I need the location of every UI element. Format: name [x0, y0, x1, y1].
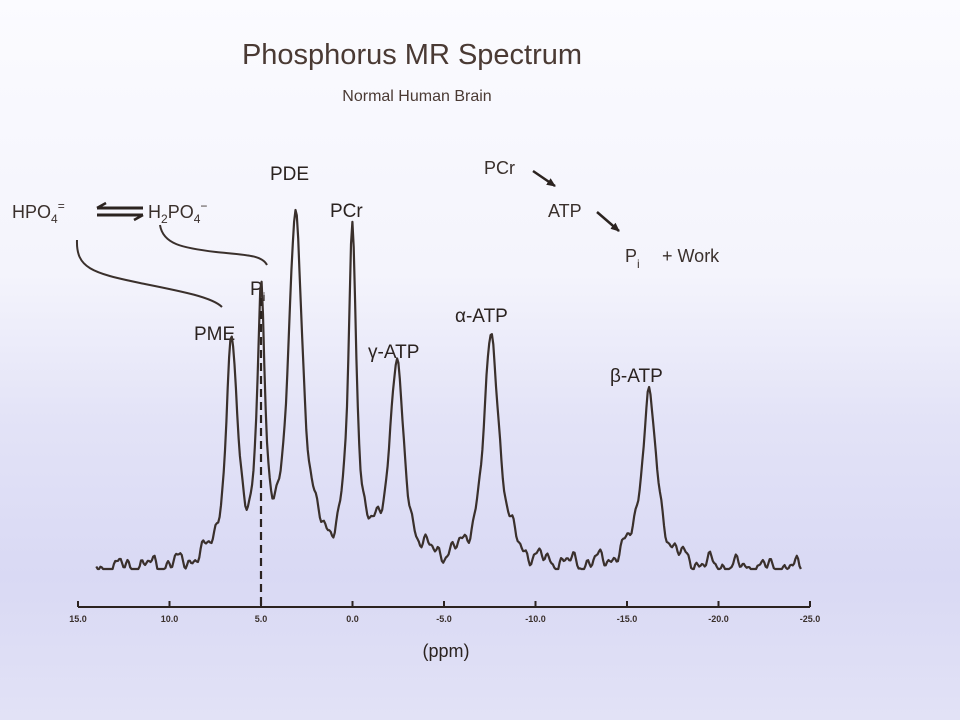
peak-label-pcr: PCr [330, 201, 363, 222]
x-tick-label: -20.0 [708, 614, 729, 624]
equilibrium-arrows-icon [96, 201, 144, 222]
x-axis-label: (ppm) [422, 641, 469, 661]
x-tick-label: -25.0 [800, 614, 821, 624]
reaction-atp-label: ATP [548, 201, 582, 221]
hpo4-subscript: 4 [51, 212, 58, 226]
h2po4-subscript-po: 4 [194, 212, 201, 226]
peak-label-pme: PME [194, 324, 235, 345]
chart-title: Phosphorus MR Spectrum [242, 39, 582, 71]
peak-label-gamma-atp: γ-ATP [368, 342, 419, 363]
reaction-pi-label: Pi [625, 246, 640, 271]
reaction-arrow-1 [532, 169, 556, 188]
energy-reaction: PCr ATP Pi + Work [484, 158, 720, 271]
x-tick-label: -15.0 [617, 614, 638, 624]
reaction-arrow-2 [596, 211, 620, 232]
reaction-work-label: + Work [662, 246, 720, 266]
peak-label-beta-atp: β-ATP [610, 366, 663, 387]
peak-label-pde: PDE [270, 164, 309, 185]
reaction-pi-subscript: i [637, 257, 640, 271]
reaction-pcr-label: PCr [484, 158, 515, 178]
peak-label-pi-subscript: i [263, 290, 266, 304]
chart-subtitle: Normal Human Brain [342, 88, 491, 105]
h2po4-h: H [148, 202, 161, 222]
x-tick-label: 0.0 [346, 614, 359, 624]
x-tick-label: -5.0 [436, 614, 452, 624]
x-axis-ticks: 15.0 10.0 5.0 0.0 -5.0 -10.0 -15.0 -20.0 -25.0 [69, 601, 820, 624]
hpo4-connector-line [75, 239, 223, 308]
hpo4-charge: = [58, 199, 65, 213]
reaction-pi-main: P [625, 246, 637, 266]
x-tick-label: 15.0 [69, 614, 87, 624]
x-tick-label: 10.0 [161, 614, 179, 624]
x-tick-label: -10.0 [525, 614, 546, 624]
h2po4-connector-line [159, 224, 268, 266]
h2po4-charge: − [200, 199, 207, 213]
phosphate-equilibrium: HPO4= H2PO4− [12, 199, 268, 308]
peak-label-alpha-atp: α-ATP [455, 306, 508, 327]
spectrum-trace [95, 208, 802, 571]
h2po4-po: PO [168, 202, 194, 222]
hpo4-main: HPO [12, 202, 51, 222]
h2po4-subscript-h: 2 [161, 212, 168, 226]
h2po4-label: H2PO4− [148, 199, 207, 226]
hpo4-label: HPO4= [12, 199, 65, 226]
x-tick-label: 5.0 [255, 614, 268, 624]
